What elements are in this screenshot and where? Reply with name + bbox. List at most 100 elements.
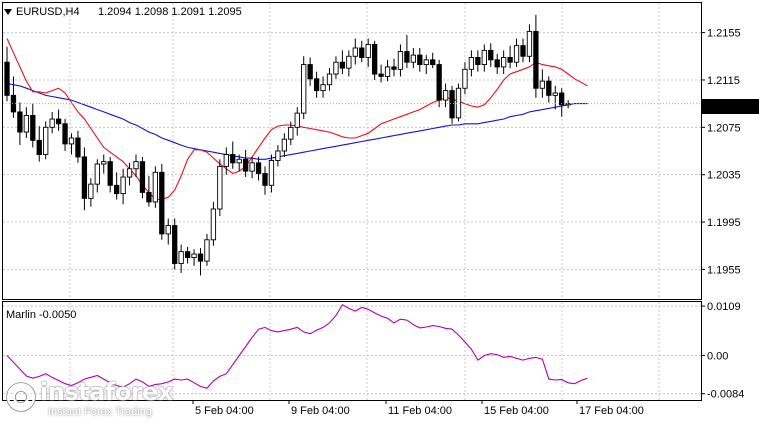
candle-body-bull [88,183,94,199]
candle [4,46,10,102]
candle [378,64,384,83]
candle [275,145,281,167]
candle-body-bear [113,184,120,195]
candle [391,58,397,77]
candle-body-bear [475,57,481,66]
candle-body-bear [172,225,178,264]
candle-body-bear [10,94,17,113]
candle [107,156,113,193]
candle [507,45,513,69]
candle [359,40,365,63]
candle [346,50,352,77]
candle-body-bull [268,160,275,186]
candle-body-bear [449,90,455,119]
indicator-tick-label: 0.00 [707,351,728,363]
candle [178,244,184,273]
indicator-tick-label: 0.0109 [707,301,741,313]
candle-body-bear [339,61,346,69]
candle-body-bull [552,92,558,96]
candle-body-bear [17,111,23,133]
candle-body-bear [242,158,249,172]
candle [449,85,455,124]
candle [307,57,313,86]
moving-average-slow [6,82,588,160]
candle-body-bull [481,49,487,66]
candle [552,85,558,110]
price-axis: 1.2155 1.2115 1.2075 1.2035 1.1995 1.1955 [701,28,741,276]
candle [294,107,300,136]
candle-body-bull [217,165,223,210]
candle [249,156,255,179]
time-tick-label: 15 Feb 04:00 [484,405,549,417]
candle [442,83,449,108]
candle-body-bull [410,54,416,63]
candle [481,44,487,72]
candle-body-bull [365,43,371,58]
candle-body-bear [404,51,410,63]
candle-body-bull [301,64,307,114]
candle [475,50,481,72]
candle-body-bull [68,137,75,145]
price-marker: 1.2095 [702,99,759,114]
main-grid [3,3,701,299]
symbol-label: EURUSD,H4 [16,6,80,18]
price-tick-label: 1.1955 [707,264,741,276]
price-tick-label: 1.2075 [707,122,741,134]
candle [255,156,262,181]
marlin-line [6,303,588,389]
candle [559,88,565,117]
candle-body-bear [430,59,436,66]
candle-body-bear [372,43,378,75]
candle [546,76,552,103]
candle [55,109,62,131]
candle-body-bear [559,92,565,106]
candle [397,44,404,77]
candle [184,246,191,264]
candle-body-bear [55,118,62,125]
candle [230,141,236,169]
chart-header: EURUSD,H4 1.2094 1.2098 1.2091 1.2095 [4,6,242,18]
candle [36,126,42,162]
candle [43,121,49,160]
candle-body-bull [152,171,158,203]
candle [113,172,120,200]
candle-body-bull [326,73,333,86]
candle-body-bear [391,66,397,70]
candle-body-bear [359,47,365,58]
candle [333,56,339,79]
candle-body-bull [320,84,326,92]
candle [423,55,429,75]
candles [3,14,701,276]
candle [436,59,442,108]
candle [197,248,204,276]
candle-body-bull [49,118,55,128]
time-axis: 5 Feb 04:00 9 Feb 04:00 11 Feb 04:00 15 Feb… [192,400,644,417]
candle [81,147,88,211]
price-tick-label: 1.2155 [707,28,741,40]
candle-body-bull [249,162,255,172]
candle [223,147,229,175]
ma-slow-line [6,82,588,160]
candle-body-bull [210,208,217,241]
candle [288,121,294,146]
candle-body-bull [23,115,29,133]
candle [49,111,55,134]
candle [159,164,165,240]
price-marker-label: 1.2095 [706,102,740,114]
candle [352,38,358,65]
candle-body-bull [333,61,339,75]
candle [539,69,546,98]
candle-body-bull [468,57,475,70]
candle [565,100,571,109]
collapse-triangle-icon[interactable] [4,9,12,15]
candle [526,24,533,63]
candle-body-bull [94,163,100,185]
candle [101,154,107,174]
indicator-axis: 0.0109 0.00 -0.0084 [701,301,744,401]
candle [17,102,23,146]
candle-body-bear [378,73,384,77]
candle [339,50,346,75]
candle [417,47,423,72]
candle-body-bull [191,253,197,259]
